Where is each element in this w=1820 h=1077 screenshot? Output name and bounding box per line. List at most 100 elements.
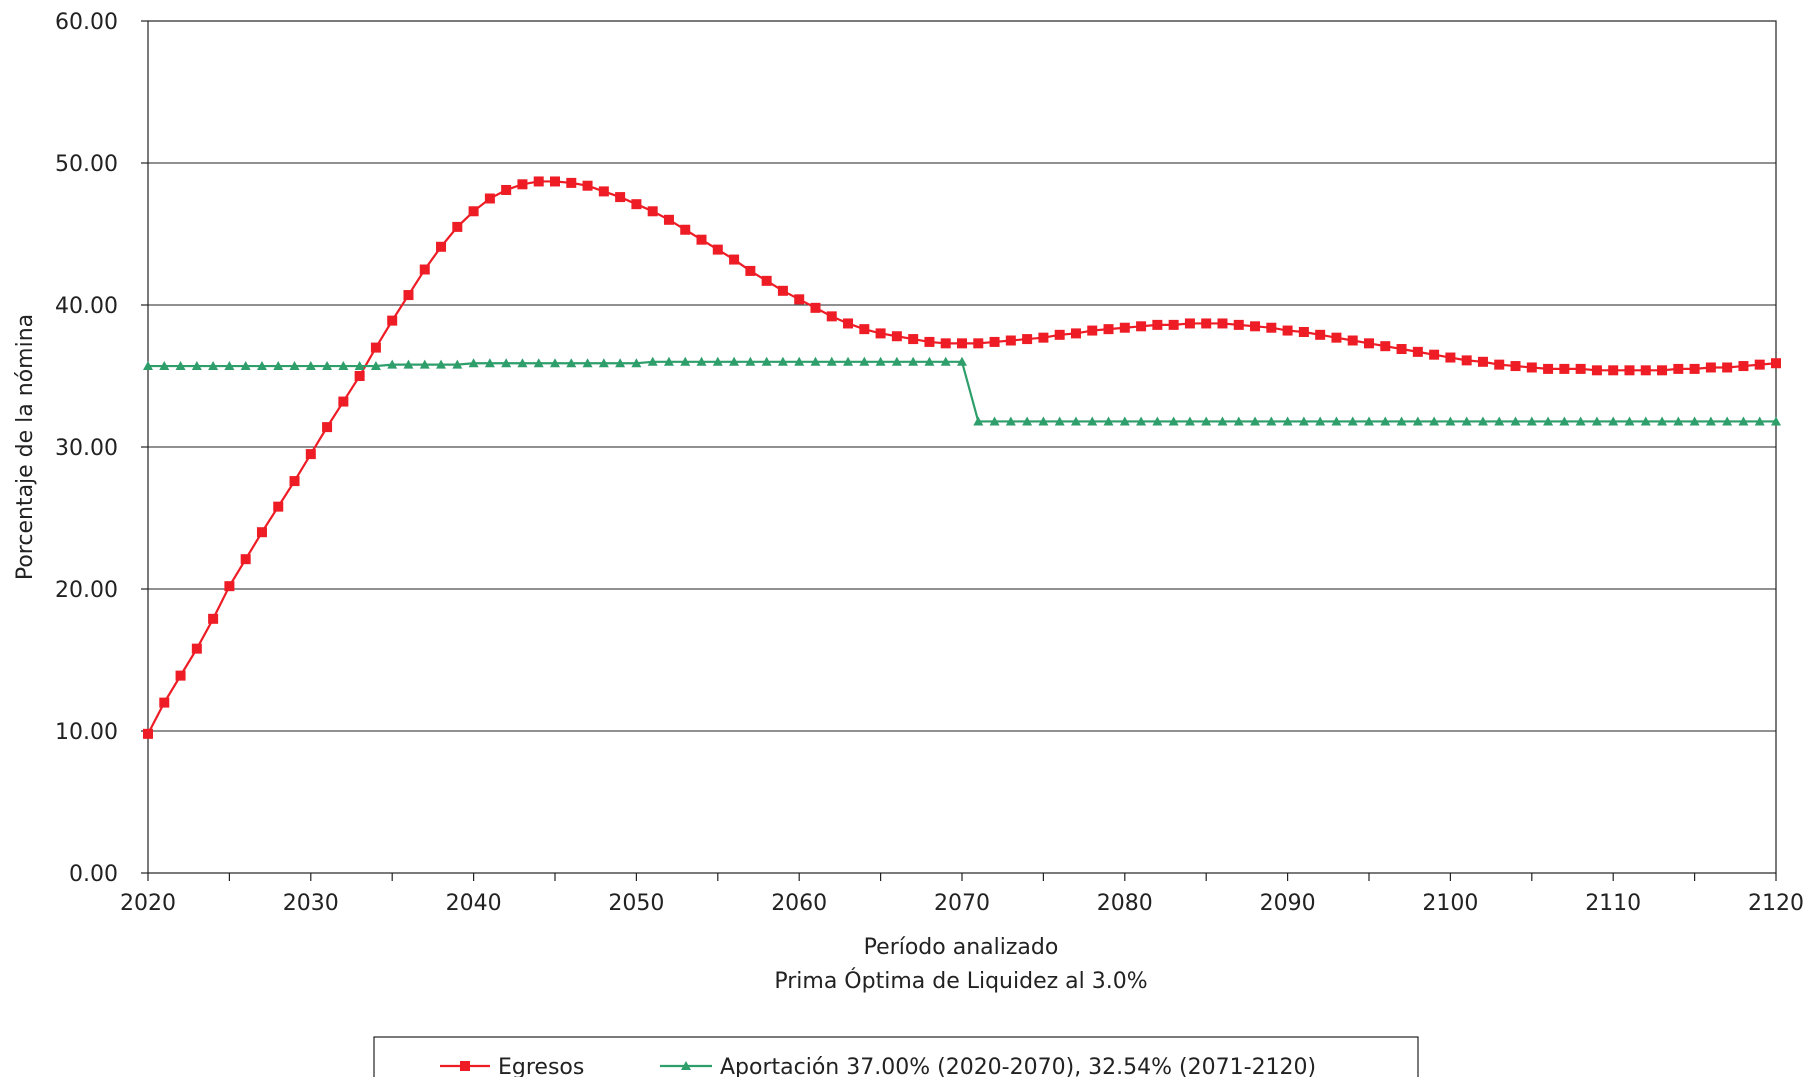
data-point bbox=[273, 501, 284, 512]
x-tick-label: 2050 bbox=[608, 891, 664, 916]
series-aportacion bbox=[143, 356, 1781, 426]
data-point bbox=[273, 361, 284, 371]
data-point bbox=[403, 290, 414, 301]
data-point bbox=[1054, 329, 1065, 340]
data-point bbox=[501, 184, 512, 195]
data-point bbox=[289, 476, 300, 487]
data-point bbox=[989, 336, 1000, 347]
data-point bbox=[891, 331, 902, 342]
data-point bbox=[1380, 341, 1391, 352]
data-point bbox=[452, 221, 463, 232]
data-point bbox=[582, 180, 593, 191]
x-tick-label: 2110 bbox=[1585, 891, 1641, 916]
data-point bbox=[1705, 362, 1716, 373]
data-point bbox=[1103, 416, 1114, 426]
data-point bbox=[826, 311, 837, 322]
data-point bbox=[452, 359, 463, 369]
data-point bbox=[354, 371, 365, 381]
data-point bbox=[159, 697, 170, 708]
data-point bbox=[1412, 416, 1423, 426]
data-point bbox=[1005, 416, 1016, 426]
data-point bbox=[1738, 416, 1749, 426]
legend-marker bbox=[681, 1061, 691, 1070]
data-point bbox=[940, 338, 951, 349]
data-point bbox=[1608, 365, 1619, 376]
data-point bbox=[745, 356, 756, 366]
chart-subtitle: Prima Óptima de Liquidez al 3.0% bbox=[774, 968, 1147, 994]
grid-lines bbox=[148, 20, 1776, 732]
data-point bbox=[370, 361, 381, 371]
data-point bbox=[1250, 416, 1261, 426]
x-tick-label: 2040 bbox=[446, 891, 502, 916]
data-point bbox=[1738, 361, 1749, 372]
data-point bbox=[1233, 416, 1244, 426]
y-tick-label: 20.00 bbox=[55, 578, 118, 603]
data-point bbox=[436, 241, 447, 252]
data-point bbox=[1591, 365, 1602, 376]
data-point bbox=[1119, 416, 1130, 426]
data-point bbox=[1250, 321, 1261, 332]
data-point bbox=[1038, 416, 1049, 426]
legend-marker bbox=[460, 1061, 470, 1071]
data-point bbox=[1054, 416, 1065, 426]
data-point bbox=[1510, 416, 1521, 426]
x-tick-label: 2080 bbox=[1097, 891, 1153, 916]
data-point bbox=[663, 214, 674, 225]
data-point bbox=[1315, 416, 1326, 426]
data-point bbox=[305, 361, 316, 371]
data-point bbox=[468, 358, 479, 368]
data-point bbox=[1266, 322, 1277, 333]
legend-label: Aportación 37.00% (2020-2070), 32.54% (2… bbox=[720, 1055, 1316, 1077]
data-point bbox=[1624, 365, 1635, 376]
y-tick-label: 10.00 bbox=[55, 720, 118, 745]
data-point bbox=[1543, 363, 1554, 374]
data-point bbox=[1298, 326, 1309, 337]
data-point bbox=[1233, 319, 1244, 330]
data-point bbox=[1005, 335, 1016, 346]
data-point bbox=[1168, 319, 1179, 330]
data-point bbox=[989, 416, 1000, 426]
data-point bbox=[777, 356, 788, 366]
data-point bbox=[175, 361, 186, 371]
data-point bbox=[1315, 329, 1326, 340]
data-point bbox=[191, 361, 202, 371]
data-point bbox=[1624, 416, 1635, 426]
data-point bbox=[1722, 362, 1733, 373]
data-point bbox=[826, 356, 837, 366]
axes bbox=[141, 20, 1777, 881]
data-point bbox=[1526, 416, 1537, 426]
data-point bbox=[224, 361, 235, 371]
data-point bbox=[1543, 416, 1554, 426]
data-point bbox=[322, 422, 333, 433]
data-point bbox=[875, 356, 886, 366]
data-point bbox=[1184, 318, 1195, 329]
data-point bbox=[533, 176, 544, 187]
x-tick-label: 2020 bbox=[120, 891, 176, 916]
data-point bbox=[1038, 332, 1049, 343]
series-line bbox=[147, 180, 1777, 735]
y-tick-label: 0.00 bbox=[69, 862, 118, 887]
data-point bbox=[680, 356, 691, 366]
data-point bbox=[1412, 346, 1423, 357]
data-point bbox=[1771, 416, 1781, 426]
data-point bbox=[1445, 416, 1456, 426]
data-point bbox=[1266, 416, 1277, 426]
data-point bbox=[843, 318, 854, 329]
data-point bbox=[1640, 365, 1651, 376]
data-point bbox=[1217, 416, 1228, 426]
y-tick-label: 40.00 bbox=[55, 294, 118, 319]
data-point bbox=[957, 356, 967, 366]
data-point bbox=[354, 361, 365, 371]
data-point bbox=[1364, 416, 1374, 426]
data-point bbox=[387, 359, 398, 369]
data-point bbox=[631, 199, 642, 210]
data-point bbox=[598, 186, 609, 197]
data-point bbox=[1705, 416, 1716, 426]
data-point bbox=[143, 728, 153, 739]
data-point bbox=[924, 336, 935, 347]
data-point bbox=[1526, 362, 1537, 373]
data-point bbox=[745, 265, 756, 276]
data-point bbox=[1136, 321, 1147, 332]
data-point bbox=[533, 358, 544, 368]
